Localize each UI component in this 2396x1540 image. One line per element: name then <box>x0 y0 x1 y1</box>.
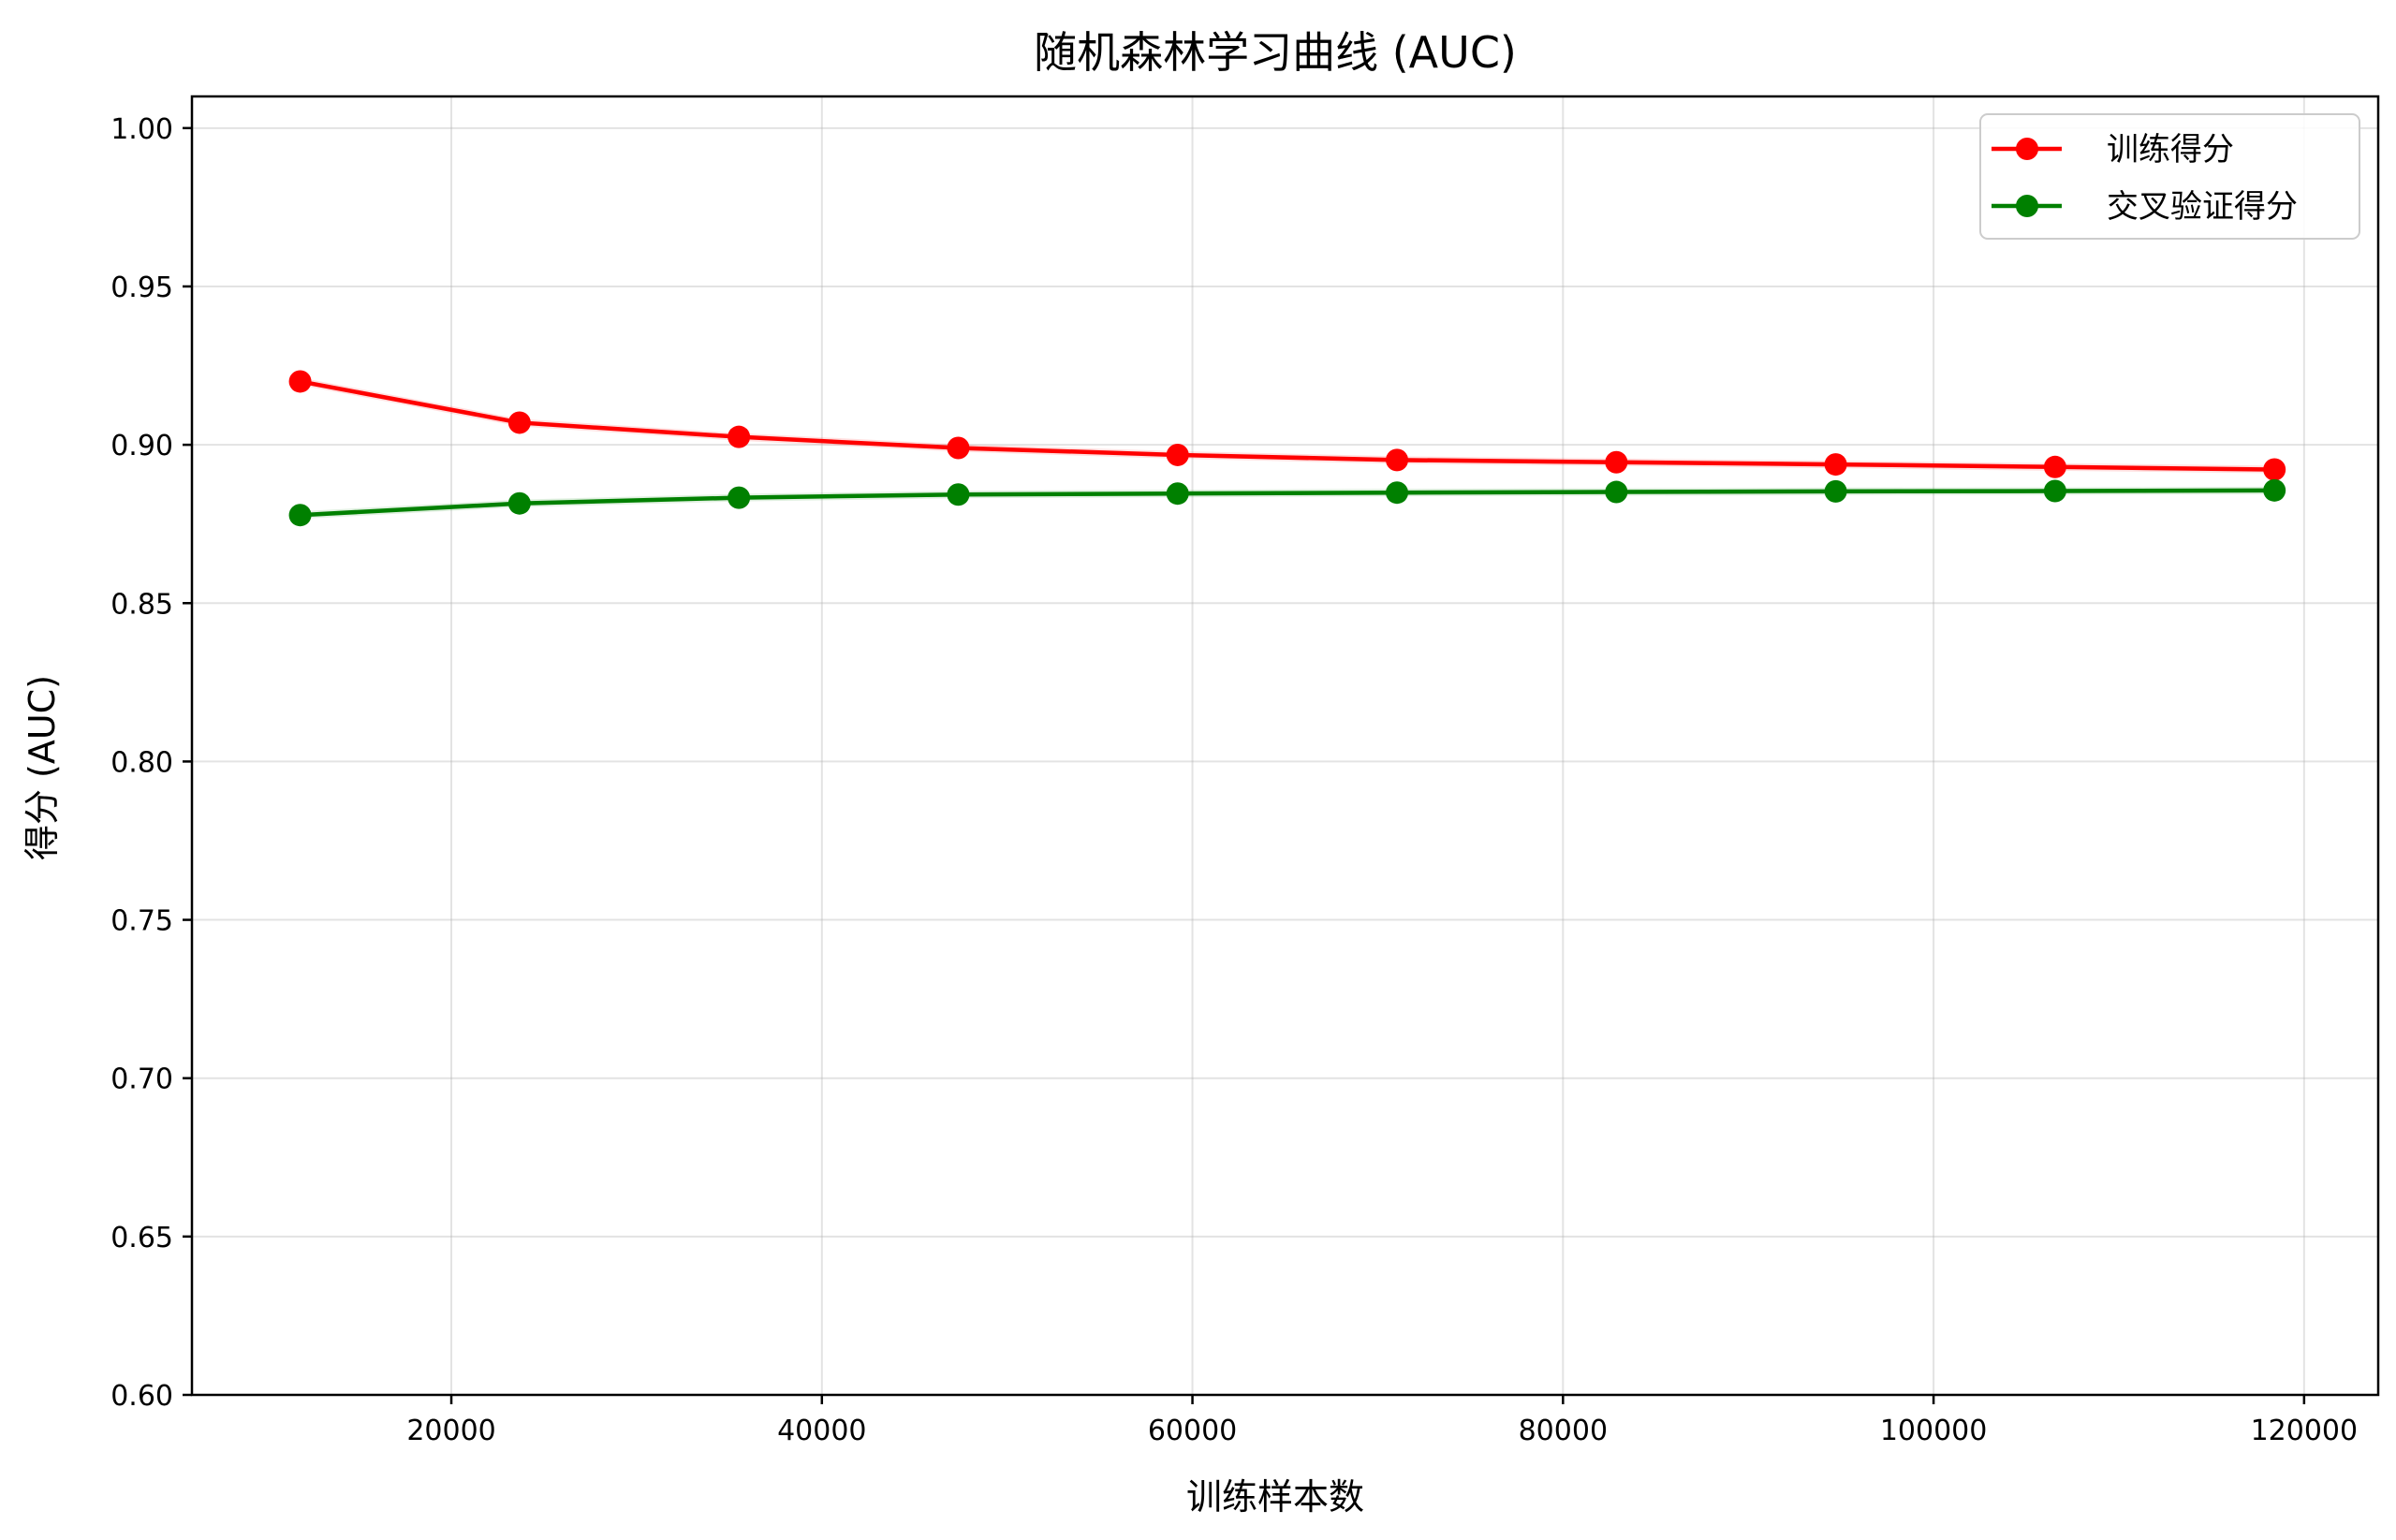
x-axis-label: 训练样本数 <box>1186 1476 1364 1518</box>
legend-marker-1 <box>2016 138 2038 160</box>
x-tick-label: 60000 <box>1148 1415 1237 1447</box>
grid-lines <box>192 96 2378 1396</box>
series-2-line <box>300 488 2275 518</box>
series-2-point <box>728 486 751 509</box>
x-tick-label: 20000 <box>406 1415 495 1447</box>
x-tick-label: 120000 <box>2251 1415 2359 1447</box>
series-2-point <box>1166 482 1189 506</box>
y-tick-label: 0.95 <box>110 271 173 304</box>
x-tick-label: 40000 <box>777 1415 866 1447</box>
series-1-point <box>1605 450 1628 474</box>
legend-label-1: 训练得分 <box>2107 131 2234 169</box>
x-tick-label: 100000 <box>1880 1415 1988 1447</box>
y-tick-label: 0.80 <box>110 746 173 779</box>
x-tick-label: 80000 <box>1519 1415 1608 1447</box>
series-1-point <box>1386 448 1409 472</box>
series-2-point <box>507 491 531 515</box>
series-2-point <box>288 504 312 527</box>
axis-ticks: 20000 40000 60000 80000 100000 120000 0.60 0.65… <box>110 113 2358 1447</box>
series-2-point <box>1605 480 1628 504</box>
series-1-point <box>2043 455 2066 478</box>
series-1-point <box>1824 453 1847 477</box>
series-1-point <box>947 436 970 460</box>
y-axis-label: 得分 (AUC) <box>22 675 63 860</box>
series-1-point <box>507 411 531 434</box>
series-1-point <box>728 425 751 448</box>
series-2-point <box>1386 481 1409 505</box>
series-lines <box>288 370 2286 527</box>
y-tick-label: 0.65 <box>110 1222 173 1254</box>
y-tick-label: 0.85 <box>110 588 173 621</box>
series-2-point <box>2263 478 2286 502</box>
series-1-point <box>1166 443 1189 466</box>
series-2-point <box>947 483 970 506</box>
legend-label-2: 交叉验证得分 <box>2107 188 2298 226</box>
y-tick-label: 0.90 <box>110 430 173 462</box>
series-2-point <box>1824 479 1847 503</box>
plot-area-frame <box>190 95 2380 1397</box>
series-1-band <box>300 377 2275 474</box>
y-tick-label: 1.00 <box>110 113 173 146</box>
series-1-line <box>300 379 2275 472</box>
y-tick-label: 0.60 <box>110 1380 173 1413</box>
chart-title: 随机森林学习曲线 (AUC) <box>1034 27 1517 78</box>
series-2-point <box>2043 479 2066 503</box>
series-1-point <box>2263 458 2286 481</box>
y-tick-label: 0.70 <box>110 1063 173 1096</box>
legend-box <box>1979 113 2360 240</box>
series-2-band <box>300 486 2275 520</box>
legend-marker-2 <box>2016 195 2038 217</box>
score-bands <box>300 377 2275 520</box>
y-tick-label: 0.75 <box>110 905 173 938</box>
series-1-point <box>288 370 312 393</box>
